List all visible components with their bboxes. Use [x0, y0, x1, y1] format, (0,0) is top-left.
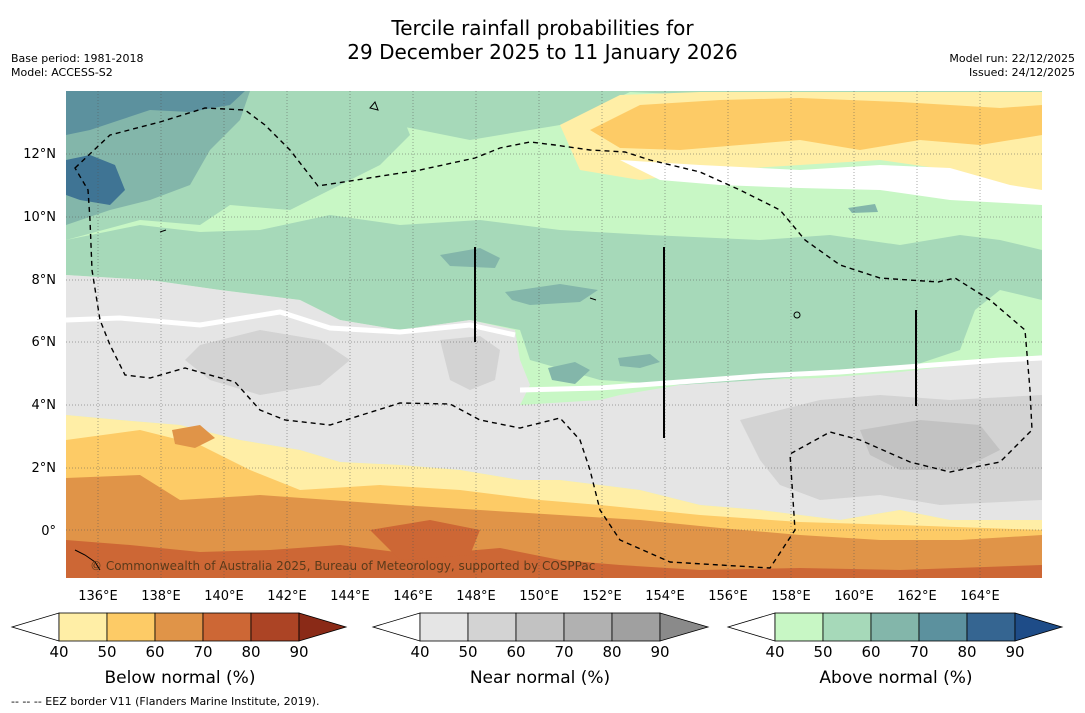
colorbar-above-seg-70 — [918, 612, 968, 642]
colorbar-above-seg-50 — [822, 612, 872, 642]
cbar-above-tick: 60 — [861, 643, 881, 661]
contour-boundary-2 — [519, 355, 1042, 393]
eez-border — [74, 107, 1033, 569]
above-70-west — [66, 155, 125, 205]
colorbar-near-seg-60 — [515, 612, 565, 642]
contour-boundary-1 — [66, 309, 516, 338]
lon-label: 162°E — [897, 589, 937, 604]
colorbar-above-normal — [726, 612, 1064, 642]
colorbar-near-seg-70 — [563, 612, 613, 642]
above-70-top-left — [66, 91, 245, 135]
colorbar-near-seg-50 — [467, 612, 517, 642]
colorbar-above-min-arrow — [726, 612, 776, 642]
lat-label: 12°N — [23, 147, 56, 162]
cbar-below-tick: 80 — [241, 643, 261, 661]
cbar-near-tick: 90 — [650, 643, 670, 661]
longitude-labels: 136°E 138°E 140°E 142°E 144°E 146°E 148°… — [78, 589, 1000, 604]
islands — [74, 101, 801, 571]
above-60-patch-4 — [618, 354, 660, 368]
colorbar-below-seg-50 — [106, 612, 156, 642]
lat-label: 4°N — [32, 398, 57, 413]
colorbar-below-seg-40 — [58, 612, 108, 642]
map-plot-area: © Commonwealth of Australia 2025, Bureau… — [66, 91, 1042, 578]
issued-date: Issued: 24/12/2025 — [968, 66, 1075, 79]
cbar-below-tick: 60 — [145, 643, 165, 661]
below-normal-70-patch — [370, 520, 480, 560]
cbar-near-tick: 70 — [554, 643, 574, 661]
latitude-labels: 12°N 10°N 8°N 6°N 4°N 2°N 0° — [23, 147, 56, 539]
above-60-patch-5 — [848, 204, 878, 213]
copyright-notice: © Commonwealth of Australia 2025, Bureau… — [90, 559, 595, 573]
colorbar-near-seg-40 — [419, 612, 469, 642]
above-60-patch-1 — [440, 248, 500, 268]
cbar-below-tick: 90 — [289, 643, 309, 661]
cbar-below-tick: 70 — [193, 643, 213, 661]
colorbar-below-seg-60 — [154, 612, 204, 642]
lon-label: 140°E — [204, 589, 244, 604]
cbar-above-tick: 70 — [909, 643, 929, 661]
colorbar-above-seg-40 — [774, 612, 824, 642]
cbar-near-tick: 40 — [410, 643, 430, 661]
lon-label: 144°E — [330, 589, 370, 604]
lon-label: 154°E — [645, 589, 685, 604]
above-60-patch-3 — [548, 362, 590, 384]
lat-label: 6°N — [32, 335, 57, 350]
base-period: Base period: 1981-2018 — [11, 52, 144, 65]
model-name: Model: ACCESS-S2 — [11, 66, 113, 79]
colorbar-below-seg-80 — [250, 612, 300, 642]
colorbar-near-normal — [371, 612, 710, 642]
lon-label: 160°E — [834, 589, 874, 604]
lat-label: 8°N — [32, 273, 57, 288]
cbar-above-tick: 40 — [765, 643, 785, 661]
lon-label: 156°E — [708, 589, 748, 604]
above-60-patch-2 — [505, 284, 598, 305]
cbar-above-tick: 90 — [1005, 643, 1025, 661]
gridlines — [66, 91, 1042, 578]
colorbar-below-normal — [10, 612, 348, 642]
cbar-below-tick: 50 — [97, 643, 117, 661]
lon-label: 148°E — [456, 589, 496, 604]
colorbar-near-title: Near normal (%) — [469, 668, 611, 688]
colorbar-above-max-arrow — [1014, 612, 1064, 642]
lon-label: 136°E — [78, 589, 118, 604]
cbar-above-tick: 80 — [957, 643, 977, 661]
lon-label: 138°E — [141, 589, 181, 604]
model-run: Model run: 22/12/2025 — [949, 52, 1075, 65]
lon-label: 142°E — [267, 589, 307, 604]
colorbar-above-title: Above normal (%) — [819, 668, 973, 688]
cbar-near-tick: 60 — [506, 643, 526, 661]
lon-label: 164°E — [960, 589, 1000, 604]
lat-label: 2°N — [32, 461, 57, 476]
colorbar-near-min-arrow — [371, 612, 421, 642]
lon-label: 152°E — [582, 589, 622, 604]
colorbar-below-max-arrow — [298, 612, 348, 642]
below-normal-50-north — [590, 98, 1042, 150]
cbar-near-tick: 80 — [602, 643, 622, 661]
cbar-above-tick: 50 — [813, 643, 833, 661]
below-normal-60-patch — [172, 425, 215, 448]
below-normal-70-south — [66, 540, 1042, 578]
colorbar-above-seg-80 — [966, 612, 1016, 642]
lon-label: 150°E — [519, 589, 559, 604]
near-normal-50-central — [440, 336, 500, 390]
colorbar-below-seg-70 — [202, 612, 252, 642]
near-normal-60-east — [860, 420, 1000, 470]
colorbar-near-seg-80 — [611, 612, 661, 642]
cbar-below-tick: 40 — [49, 643, 69, 661]
lat-label: 10°N — [23, 210, 56, 225]
eez-footnote: -- -- -- EEZ border V11 (Flanders Marine… — [11, 695, 320, 708]
colorbar-near-max-arrow — [659, 612, 710, 642]
near-normal-50-west — [185, 330, 350, 395]
lat-label: 0° — [41, 524, 56, 539]
colorbar-below-title: Below normal (%) — [104, 668, 256, 688]
cbar-near-tick: 50 — [458, 643, 478, 661]
lon-label: 158°E — [771, 589, 811, 604]
lon-label: 146°E — [393, 589, 433, 604]
colorbar-above-seg-60 — [870, 612, 920, 642]
colorbar-below-min-arrow — [10, 612, 60, 642]
map-title-line2: 29 December 2025 to 11 January 2026 — [347, 40, 738, 64]
map-title-line1: Tercile rainfall probabilities for — [391, 16, 694, 40]
below-normal-white-band — [620, 160, 1042, 205]
